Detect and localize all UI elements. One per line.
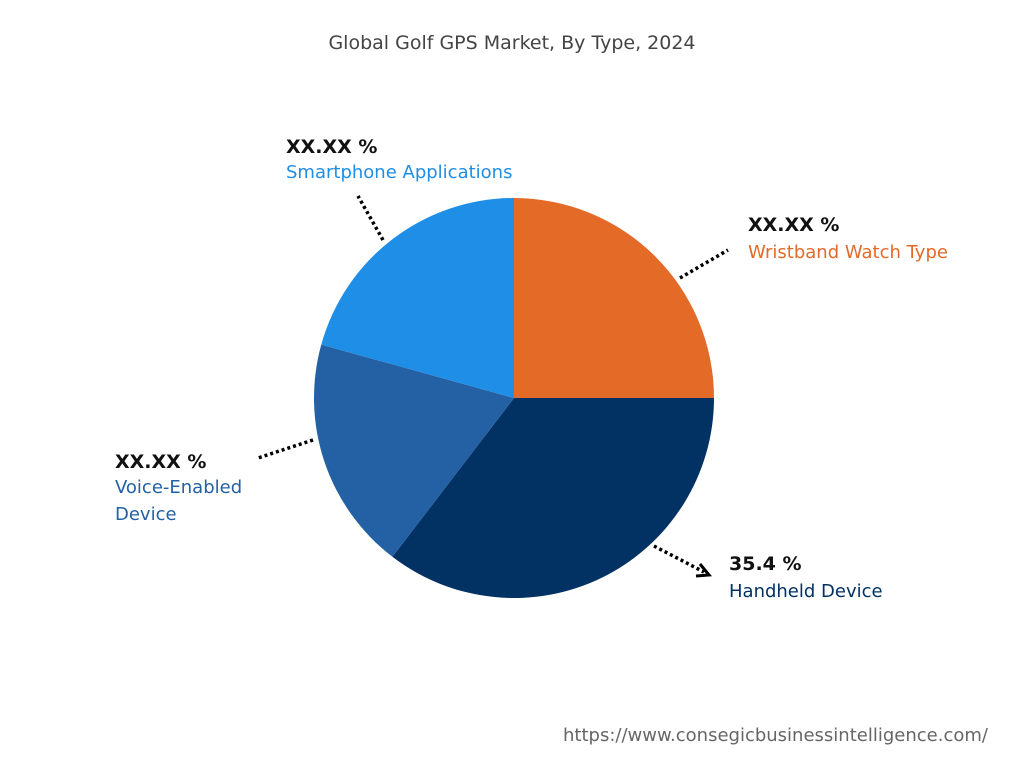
label-pct-voice: XX.XX %	[115, 451, 207, 473]
leader-handheld	[653, 544, 705, 574]
leader-smartphone	[356, 195, 385, 241]
pie-slice-wristband-watch-type	[514, 198, 714, 398]
label-pct-handheld: 35.4 %	[729, 553, 802, 575]
label-pct-smartphone: XX.XX %	[286, 136, 378, 158]
label-voice: Voice-Enabled Device	[115, 477, 243, 525]
chart-title: Global Golf GPS Market, By Type, 2024	[328, 32, 696, 54]
pie-slice-voice-enabled-device	[314, 344, 514, 557]
pie-slice-handheld-device	[392, 398, 714, 599]
label-smartphone: Smartphone Applications	[286, 162, 513, 183]
source-url[interactable]: https://www.consegicbusinessintelligence…	[563, 725, 988, 746]
pie-slice-smartphone-applications	[321, 198, 514, 398]
label-pct-wristband: XX.XX %	[748, 214, 840, 236]
arrowhead-icon	[695, 563, 712, 578]
leader-voice	[257, 438, 314, 460]
label-handheld: Handheld Device	[729, 581, 883, 602]
leader-wristband	[679, 248, 729, 280]
label-wristband: Wristband Watch Type	[748, 242, 948, 263]
